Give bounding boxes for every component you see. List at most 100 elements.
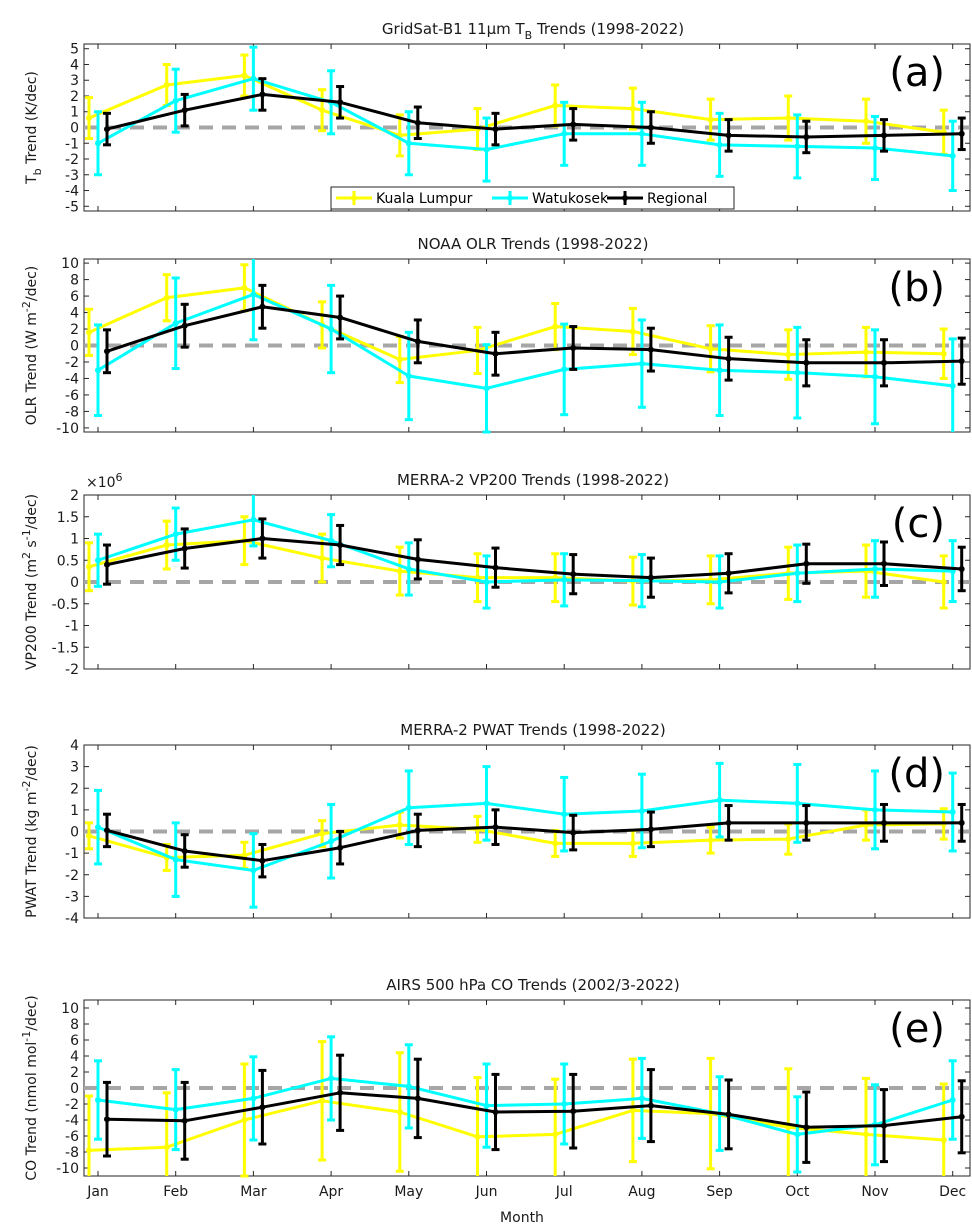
data-point <box>86 563 92 570</box>
data-point <box>958 130 965 137</box>
data-point <box>396 356 403 363</box>
series-line <box>97 518 953 584</box>
data-point <box>241 72 248 79</box>
y-tick-label: 8 <box>70 273 79 289</box>
data-point <box>250 516 257 523</box>
data-point <box>250 75 257 82</box>
data-point <box>881 1122 887 1129</box>
data-point <box>337 844 344 851</box>
series-reg <box>103 283 966 388</box>
y-axis-label: PWAT Trend (kg m-2/dec) <box>20 745 40 918</box>
x-tick-label: Nov <box>861 1184 888 1200</box>
data-point <box>86 1147 92 1154</box>
data-point <box>785 351 792 358</box>
data-point <box>647 124 654 131</box>
data-point <box>414 827 421 834</box>
data-point <box>104 827 110 834</box>
data-point <box>259 857 266 864</box>
data-point <box>250 1095 257 1102</box>
data-point <box>949 809 956 816</box>
data-point <box>803 560 810 567</box>
data-point <box>492 350 499 357</box>
data-point <box>647 1102 654 1109</box>
data-point <box>629 105 636 112</box>
data-point <box>104 126 110 133</box>
y-tick-label: 10 <box>61 1001 79 1017</box>
data-point <box>794 143 801 150</box>
data-point <box>483 579 490 585</box>
y-tick-label: 0 <box>70 339 79 355</box>
data-point <box>337 1089 344 1096</box>
y-axis-label: Tb Trend (K/dec) <box>24 71 44 185</box>
x-tick-label: Jan <box>86 1184 109 1200</box>
y-tick-label: -2 <box>65 662 79 678</box>
panel-label: (d) <box>888 751 945 797</box>
panel-title: MERRA-2 VP200 Trends (1998-2022) <box>397 471 669 489</box>
series-line <box>106 537 962 580</box>
y-tick-label: -2 <box>65 1097 79 1113</box>
data-point <box>863 118 869 125</box>
data-point <box>570 1108 577 1115</box>
y-tick-label: -1 <box>65 846 79 862</box>
x-tick-label: Jul <box>555 1184 573 1200</box>
series-line <box>106 1091 962 1129</box>
data-point <box>181 847 188 854</box>
series-line <box>97 292 953 390</box>
data-point <box>405 565 412 572</box>
data-point <box>716 141 723 148</box>
data-point <box>396 822 403 829</box>
data-point <box>725 570 732 577</box>
y-tick-label: 3 <box>70 760 79 776</box>
y-tick-label: -3 <box>65 168 79 184</box>
y-tick-label: 4 <box>70 1049 79 1065</box>
data-point <box>250 291 257 298</box>
series-kl <box>85 53 948 158</box>
data-point <box>561 130 568 137</box>
data-point <box>881 132 887 139</box>
data-point <box>785 836 792 843</box>
y-tick-label: 4 <box>70 57 79 73</box>
data-point <box>405 804 412 811</box>
y-tick-label: 2 <box>70 781 79 797</box>
data-point <box>725 819 732 826</box>
data-point <box>172 856 179 863</box>
data-point <box>949 1097 956 1103</box>
series-line <box>106 821 962 863</box>
series-wk <box>94 259 957 434</box>
data-point <box>414 119 421 126</box>
data-point <box>250 867 257 874</box>
data-point <box>803 1124 810 1131</box>
x-tick-label: Feb <box>163 1184 188 1200</box>
data-point <box>552 102 559 109</box>
series-wk <box>94 1035 957 1174</box>
panel-c: -2 -1.5 -1 -0.5 0 0.5 1 1.5 2 MERRA-2 VP200 Trend… <box>20 471 971 678</box>
data-point <box>163 542 170 549</box>
data-point <box>570 121 577 128</box>
data-point <box>396 568 403 575</box>
data-point <box>803 359 810 366</box>
data-point <box>949 382 956 389</box>
y-tick-label: 8 <box>70 1017 79 1033</box>
legend-entry-reg: Regional <box>607 191 707 207</box>
series-reg <box>103 802 966 879</box>
y-tick-label: 1 <box>70 105 79 121</box>
data-point <box>483 385 490 392</box>
data-point <box>794 1131 801 1138</box>
series-wk <box>94 495 957 610</box>
series-kl <box>85 1040 948 1178</box>
data-point <box>163 81 170 88</box>
data-point <box>483 146 490 153</box>
data-point <box>629 328 636 335</box>
data-point <box>319 555 326 562</box>
data-point <box>725 132 732 139</box>
data-point <box>552 1131 559 1138</box>
data-point <box>940 579 947 585</box>
y-tick-label: 5 <box>70 42 79 58</box>
y-tick-label: 0 <box>70 575 79 591</box>
panel-label: (b) <box>888 265 945 311</box>
y-tick-label: 1 <box>70 803 79 819</box>
data-point <box>785 115 792 122</box>
y-tick-label: -1 <box>65 136 79 152</box>
legend-label: Watukosek <box>532 191 609 207</box>
